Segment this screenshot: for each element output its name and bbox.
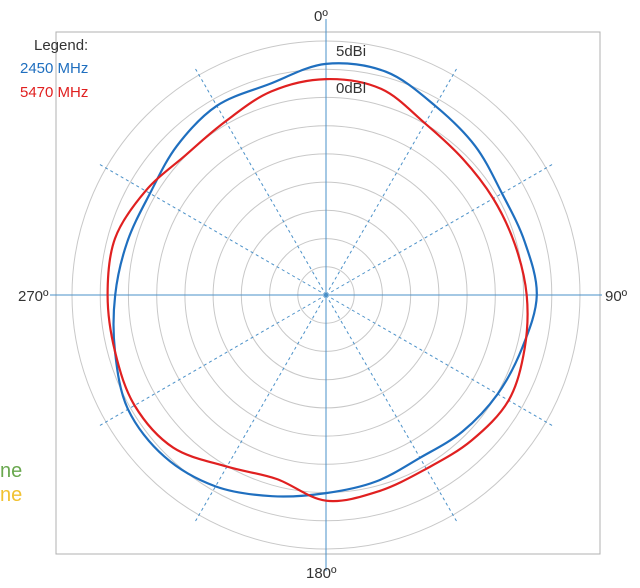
series-line-5470mhz [106,77,529,503]
legend-entry-2450: 2450 MHz [20,60,89,77]
angle-label-top: 0º [314,8,328,25]
ring-label-2: 0dBl [336,80,367,97]
grid-spoke [194,294,327,522]
grid-spoke [194,68,327,296]
plot-frame [55,31,601,555]
grid-spoke [325,163,553,296]
legend-entry-5470: 5470 MHz [20,84,89,101]
legend-title: Legend: [34,37,89,54]
angle-label-right: 90º [605,288,628,305]
side-text-fragment-2: ne [0,484,23,506]
ring-label-1: 5dBi [336,43,367,60]
grid-spoke [99,163,327,296]
grid-spoke [325,294,553,427]
grid-spoke [325,294,458,522]
grid-spoke [325,68,458,296]
angle-label-left: 270º [18,288,49,305]
side-text-fragment-1: ne [0,460,23,482]
grid-spoke [99,294,327,427]
angle-label-bottom: 180º [306,565,337,582]
series-line-2450mhz [112,62,538,498]
